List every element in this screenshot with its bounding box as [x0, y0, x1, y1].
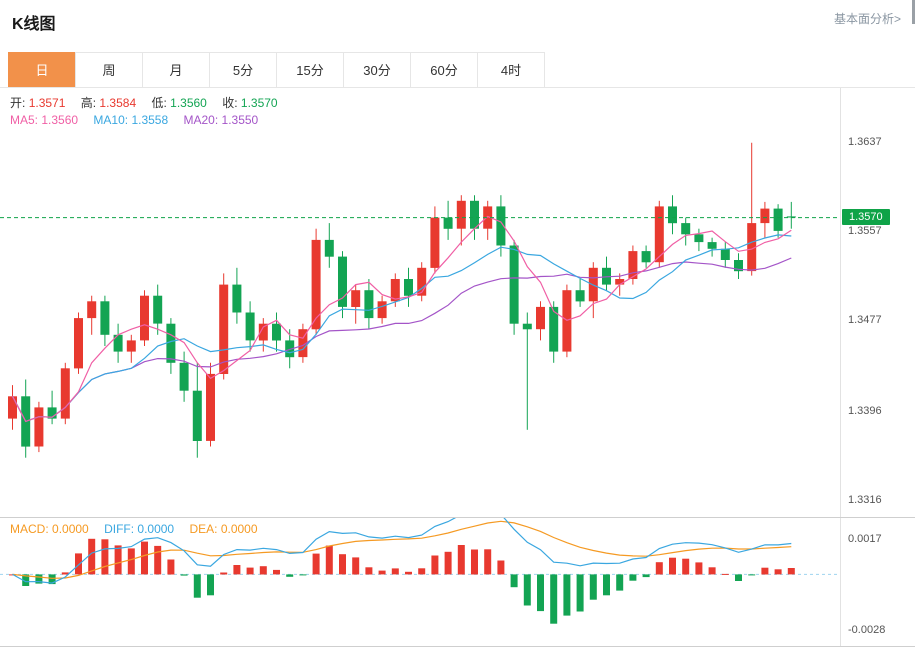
current-price-tag: 1.3570 [842, 208, 890, 225]
macd-panel: MACD: 0.0000 DIFF: 0.0000 DEA: 0.0000 0.… [0, 518, 915, 647]
header: K线图 基本面分析> [0, 0, 915, 52]
timeframe-tab-4[interactable]: 5分 [209, 52, 277, 87]
macd-label: MACD: [10, 522, 49, 536]
diff-label: DIFF: [104, 522, 135, 536]
open-label: 开: [10, 96, 26, 110]
page-title: K线图 [12, 16, 56, 33]
high-label: 高: [80, 96, 97, 110]
scrollbar-thumb[interactable] [912, 0, 915, 24]
axis-tick-label: 1.3637 [848, 135, 882, 148]
close-value: 1.3570 [240, 96, 278, 110]
timeframe-tab-7[interactable]: 60分 [410, 52, 478, 87]
ohlc-legend: 开: 1.3571 高: 1.3584 低: 1.3560 收: 1.3570 [10, 94, 290, 111]
ma20-label: MA20: [183, 113, 219, 127]
timeframe-tabs: 日周月 5分 15分 30分 60分 4时 [0, 52, 915, 88]
ma20-value: 1.3550 [221, 113, 259, 127]
macd-legend: MACD: 0.0000 DIFF: 0.0000 DEA: 0.0000 [10, 522, 270, 536]
ma5-value: 1.3560 [41, 113, 79, 127]
open-value: 1.3571 [28, 96, 66, 110]
macd-value: 0.0000 [52, 522, 89, 536]
fundamental-analysis-link[interactable]: 基本面分析> [833, 12, 901, 26]
dea-label: DEA: [189, 522, 218, 536]
dea-value: 0.0000 [220, 522, 258, 536]
timeframe-tab-5[interactable]: 15分 [276, 52, 344, 87]
timeframe-tab-8[interactable]: 4时 [477, 52, 545, 87]
ma10-value: 1.3558 [131, 113, 169, 127]
axis-tick-label: 0.0017 [848, 533, 882, 546]
axis-tick-label: 1.3557 [848, 225, 882, 238]
axis-tick-label: 1.3396 [848, 404, 882, 417]
ma-legend: MA5: 1.3560 MA10: 1.3558 MA20: 1.3550 [10, 113, 270, 127]
diff-value: 0.0000 [137, 522, 175, 536]
axis-tick-label: 1.3477 [848, 314, 882, 327]
timeframe-tab-2[interactable]: 周 [75, 52, 143, 87]
timeframe-tab-3[interactable]: 月 [142, 52, 210, 87]
close-label: 收: [222, 96, 238, 110]
axis-tick-label: 1.3316 [848, 494, 882, 507]
high-value: 1.3584 [99, 96, 137, 110]
main-chart-panel: 开: 1.3571 高: 1.3584 低: 1.3560 收: 1.3570 … [0, 88, 915, 518]
ma10-label: MA10: [93, 113, 129, 127]
low-label: 低: [151, 96, 167, 110]
low-value: 1.3560 [170, 96, 207, 110]
axis-tick-label: -0.0028 [848, 623, 886, 636]
timeframe-tab-1[interactable]: 日 [8, 52, 76, 87]
timeframe-tab-6[interactable]: 30分 [343, 52, 411, 87]
macd-chart[interactable] [0, 518, 840, 647]
price-axis: 1.3570 1.3637 1.3557 1.3477 1.3396 1.3316 [840, 88, 915, 517]
candlestick-chart[interactable] [0, 88, 840, 518]
ma5-label: MA5: [10, 113, 39, 127]
macd-axis: 0.0017 -0.0028 [840, 518, 915, 646]
